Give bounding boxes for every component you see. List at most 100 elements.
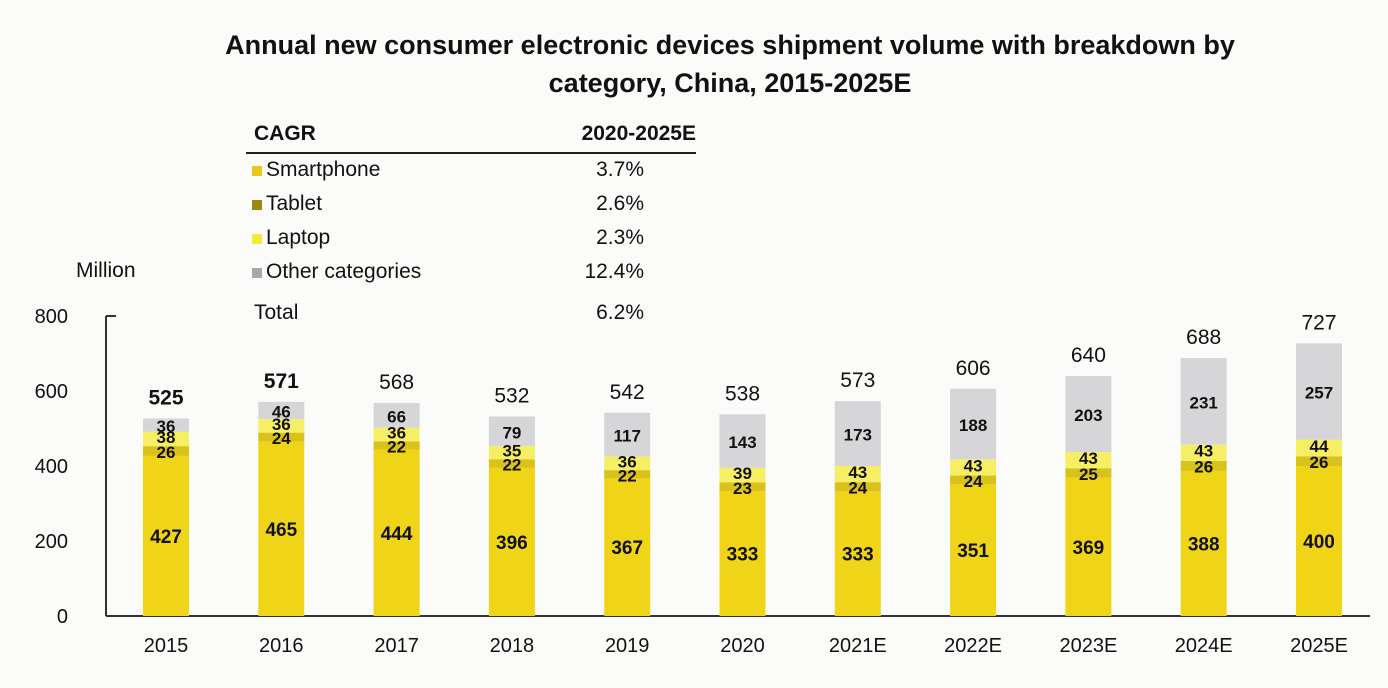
bar-segment-smartphone xyxy=(488,467,535,616)
y-tick-label: 800 xyxy=(35,306,68,328)
segment-value-label: 26 xyxy=(1194,458,1213,477)
bar-segment-laptop xyxy=(143,431,189,447)
segment-value-label: 257 xyxy=(1305,384,1333,403)
bar-segment-other xyxy=(143,418,189,432)
segment-value-label: 36 xyxy=(387,424,406,443)
segment-value-label: 66 xyxy=(387,407,406,426)
chart-title-line-2: category, China, 2015-2025E xyxy=(548,68,912,98)
bar-segment-laptop xyxy=(1180,444,1227,461)
segment-value-label: 43 xyxy=(848,463,867,482)
segment-value-label: 367 xyxy=(611,538,643,559)
segment-value-label: 369 xyxy=(1073,538,1105,559)
segment-value-label: 35 xyxy=(502,442,521,461)
bar-segment-other xyxy=(1065,376,1112,453)
segment-value-label: 203 xyxy=(1074,406,1102,425)
segment-value-label: 465 xyxy=(265,520,297,541)
bar-segment-tablet xyxy=(373,441,420,450)
bar-segment-smartphone xyxy=(143,455,189,616)
bar-segment-other xyxy=(719,414,766,468)
segment-value-label: 43 xyxy=(964,456,983,475)
bar-total-label: 542 xyxy=(610,381,645,404)
segment-value-label: 22 xyxy=(387,437,406,456)
bar-segment-smartphone xyxy=(604,478,651,616)
x-tick-label: 2019 xyxy=(605,635,650,657)
segment-value-label: 24 xyxy=(848,479,867,498)
legend-label-total: Total xyxy=(254,301,299,324)
segment-value-label: 36 xyxy=(618,452,637,471)
bar-segment-laptop xyxy=(950,459,997,476)
x-tick-label: 2021E xyxy=(829,635,887,657)
segment-value-label: 396 xyxy=(496,533,528,554)
x-tick-label: 2020 xyxy=(720,635,765,657)
segment-value-label: 173 xyxy=(844,426,872,445)
bar-segment-other xyxy=(834,401,881,466)
bar-segment-tablet xyxy=(604,470,651,479)
bar-total-label: 573 xyxy=(840,369,875,392)
bar-segment-laptop xyxy=(488,446,535,460)
segment-value-label: 79 xyxy=(502,423,521,442)
segment-value-label: 26 xyxy=(1310,453,1329,472)
legend-label-laptop: Laptop xyxy=(266,226,331,249)
segment-value-label: 400 xyxy=(1303,532,1335,553)
legend-value-other: 12.4% xyxy=(584,260,644,283)
segment-value-label: 427 xyxy=(150,527,182,548)
segment-value-label: 333 xyxy=(842,545,874,566)
bar-segment-laptop xyxy=(258,419,305,433)
bar-segment-smartphone xyxy=(1296,466,1342,616)
bar-segment-tablet xyxy=(143,446,189,456)
bar-segment-other xyxy=(373,403,420,428)
bar-segment-tablet xyxy=(719,482,766,492)
legend-value-total: 6.2% xyxy=(596,301,644,324)
bar-segment-other xyxy=(488,416,535,447)
segment-value-label: 333 xyxy=(727,545,759,566)
bar-segment-tablet xyxy=(488,459,535,468)
bar-segment-other xyxy=(1296,343,1342,440)
y-tick-label: 200 xyxy=(35,531,68,553)
chart-title-line-1: Annual new consumer electronic devices s… xyxy=(225,30,1235,60)
segment-value-label: 46 xyxy=(272,403,291,422)
bar-segment-tablet xyxy=(834,482,881,492)
x-tick-label: 2024E xyxy=(1175,635,1233,657)
segment-value-label: 43 xyxy=(1194,442,1213,461)
segment-value-label: 24 xyxy=(272,429,291,448)
x-tick-label: 2015 xyxy=(144,635,189,657)
bar-segment-other xyxy=(258,401,305,420)
segment-value-label: 25 xyxy=(1079,465,1098,484)
legend-value-smartphone: 3.7% xyxy=(596,158,644,181)
bar-segment-other xyxy=(1180,358,1227,445)
bar-segment-smartphone xyxy=(950,484,997,616)
x-tick-label: 2018 xyxy=(490,635,535,657)
segment-value-label: 22 xyxy=(502,455,521,474)
segment-value-label: 36 xyxy=(157,417,176,436)
legend-row-other: Other categories 12.4% xyxy=(246,256,696,290)
segment-value-label: 444 xyxy=(381,524,413,545)
segment-value-label: 44 xyxy=(1310,437,1329,456)
bar-total-label: 606 xyxy=(956,357,991,380)
y-axis-unit-label: Million xyxy=(76,259,136,282)
bar-segment-smartphone xyxy=(719,491,766,616)
x-tick-label: 2017 xyxy=(374,635,419,657)
legend-row-smartphone: Smartphone 3.7% xyxy=(246,154,696,188)
segment-value-label: 388 xyxy=(1188,534,1220,555)
bar-segment-smartphone xyxy=(258,441,305,616)
legend-row-laptop: Laptop 2.3% xyxy=(246,222,696,256)
segment-value-label: 23 xyxy=(733,479,752,498)
bar-total-label: 525 xyxy=(148,386,183,409)
y-tick-label: 0 xyxy=(57,606,68,628)
legend-value-tablet: 2.6% xyxy=(596,192,644,215)
segment-value-label: 143 xyxy=(728,433,756,452)
bar-total-label: 568 xyxy=(379,371,414,394)
segment-value-label: 231 xyxy=(1190,393,1218,412)
bar-segment-tablet xyxy=(1296,456,1342,466)
y-tick-label: 400 xyxy=(35,456,68,478)
segment-value-label: 36 xyxy=(272,415,291,434)
bar-segment-tablet xyxy=(258,432,305,442)
legend-header-period: 2020-2025E xyxy=(581,122,696,145)
bar-segment-laptop xyxy=(1296,439,1342,457)
legend-swatch-laptop xyxy=(252,234,262,244)
bar-segment-tablet xyxy=(950,475,997,485)
bar-segment-smartphone xyxy=(1065,477,1112,616)
bar-segment-tablet xyxy=(1180,460,1227,471)
bar-segment-laptop xyxy=(719,467,766,483)
